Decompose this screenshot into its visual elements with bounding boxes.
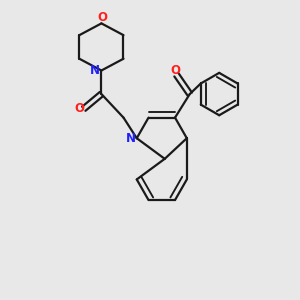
Text: O: O [97,11,107,24]
Text: N: N [90,64,100,77]
Text: N: N [126,132,136,145]
Text: O: O [170,64,180,77]
Text: O: O [74,102,84,115]
